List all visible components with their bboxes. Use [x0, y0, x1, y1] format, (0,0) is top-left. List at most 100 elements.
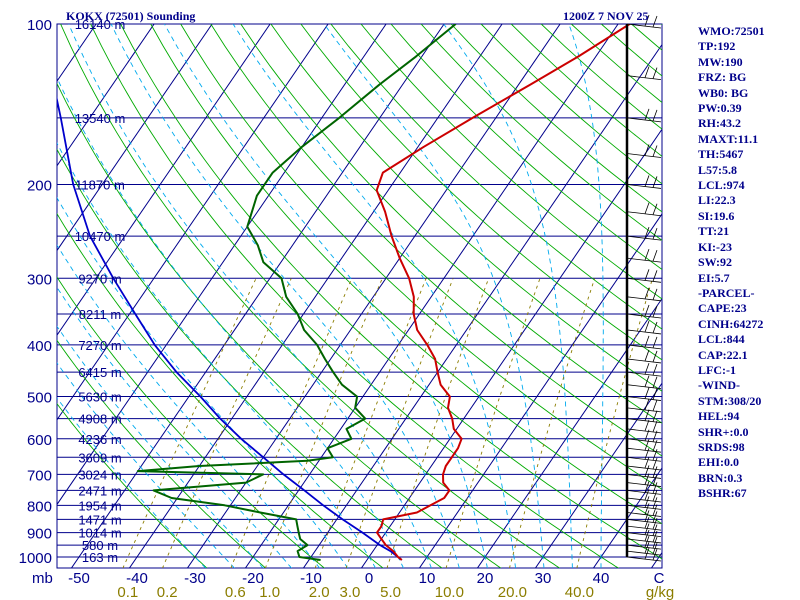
parcel-path-line	[57, 95, 403, 561]
dry-adiabat	[57, 339, 267, 568]
pressure-tick-label: 100	[27, 17, 52, 34]
sounding-index: WMO:72501	[698, 24, 765, 38]
dry-adiabat	[330, 24, 662, 330]
wind-barb	[626, 547, 662, 562]
sounding-index: EHI:0.0	[698, 455, 740, 470]
sounding-index: SW:92	[698, 255, 733, 270]
isotherm	[0, 24, 38, 568]
height-label: 7270 m	[78, 338, 121, 353]
dry-adiabat	[57, 403, 208, 568]
wind-barb	[626, 304, 662, 319]
height-label: 163 m	[82, 550, 118, 565]
temperature-tick-label: -10	[300, 570, 322, 587]
dry-adiabat	[180, 24, 662, 490]
wind-barb	[626, 439, 662, 453]
dry-adiabat	[57, 82, 502, 568]
pressure-tick-label: 1000	[19, 550, 52, 567]
sounding-index: KI:-23	[698, 239, 732, 254]
temperature-tick-label: 20	[477, 570, 494, 587]
moist-adiabat	[57, 76, 404, 568]
isotherm	[476, 297, 662, 568]
sounding-index: LFC:-1	[698, 362, 736, 377]
temperature-tick-label: -40	[126, 570, 148, 587]
wind-barb	[626, 398, 662, 413]
wind-barb	[626, 335, 662, 350]
sounding-index: RH:43.2	[698, 116, 741, 131]
valid-time: 1200Z 7 NOV 25	[563, 9, 648, 23]
height-label: 5630 m	[78, 390, 121, 405]
mixing-ratio-line	[230, 278, 353, 568]
pressure-unit-label: mb	[32, 570, 53, 587]
height-label: 11870 m	[75, 177, 125, 192]
pressure-tick-label: 600	[27, 432, 52, 449]
moist-adiabat	[164, 24, 488, 568]
sounding-index: L57:5.8	[698, 162, 737, 177]
sounding-index: CINH:64272	[698, 316, 764, 331]
wind-barb	[626, 363, 662, 377]
height-label: 1471 m	[78, 512, 121, 527]
mixing-ratio-tick-label: 40.0	[565, 584, 594, 600]
mixing-ratio-tick-label: 0.6	[225, 584, 246, 600]
wind-barb	[626, 249, 662, 263]
wind-barb	[626, 409, 662, 424]
isotherm	[57, 24, 213, 252]
moist-adiabat	[232, 24, 517, 568]
sounding-index: FRZ: BG	[698, 70, 747, 85]
dewpoint-profile-line	[136, 24, 457, 561]
dry-adiabat	[90, 24, 620, 568]
mixing-ratio-line	[264, 278, 383, 568]
pressure-tick-label: 300	[27, 271, 52, 288]
mixing-ratio-tick-label: 20.0	[498, 584, 527, 600]
temperature-tick-label: 0	[365, 570, 373, 587]
height-label: 4236 m	[78, 432, 121, 447]
isotherm	[57, 24, 155, 167]
mixing-ratio-tick-label: 0.2	[157, 584, 178, 600]
height-label: 6415 m	[78, 365, 121, 380]
sounding-index: -PARCEL-	[698, 285, 755, 300]
height-label: 2471 m	[78, 483, 121, 498]
wind-barb	[626, 320, 662, 335]
mixing-ratio-tick-label: 3.0	[340, 584, 361, 600]
mixing-ratio-unit-label: g/kg	[646, 584, 674, 600]
height-label: 8211 m	[79, 307, 121, 322]
height-label: 4908 m	[78, 412, 121, 427]
temperature-tick-label: -30	[184, 570, 206, 587]
pressure-tick-label: 700	[27, 467, 52, 484]
sounding-index: LCL:974	[698, 178, 745, 193]
moist-adiabat	[443, 24, 573, 568]
dry-adiabat	[57, 276, 325, 568]
mixing-ratio-tick-label: 0.1	[117, 584, 138, 600]
wind-barb	[626, 226, 662, 241]
height-label: 9270 m	[78, 271, 121, 286]
mixing-ratio-tick-label: 5.0	[380, 584, 401, 600]
dry-adiabat	[57, 148, 443, 568]
pressure-tick-label: 800	[27, 498, 52, 515]
sounding-index: SHR+:0.0	[698, 424, 749, 439]
isotherm	[128, 24, 503, 568]
height-label: 16140 m	[75, 17, 126, 32]
sounding-index: MAXT:11.1	[698, 131, 759, 146]
mixing-ratio-line	[576, 278, 653, 568]
height-label: 10470 m	[75, 229, 126, 244]
pressure-tick-label: 500	[27, 390, 52, 407]
mixing-ratio-line	[122, 278, 257, 568]
mixing-ratio-tick-label: 10.0	[435, 584, 464, 600]
isotherm	[186, 24, 561, 568]
pressure-tick-label: 900	[27, 526, 52, 543]
moist-adiabat	[57, 244, 321, 568]
mixing-ratio-line	[386, 278, 490, 568]
temperature-tick-label: 10	[419, 570, 436, 587]
sounding-index: TT:21	[698, 224, 730, 239]
isotherm	[418, 213, 662, 568]
temperature-profile-line	[375, 24, 631, 561]
isotherm	[360, 128, 662, 568]
isotherm	[57, 24, 329, 421]
sounding-index: LCL:844	[698, 332, 745, 347]
sounding-index: BRN:0.3	[698, 470, 743, 485]
sounding-index: SI:19.6	[698, 208, 735, 223]
wind-barb	[626, 202, 662, 217]
temperature-tick-label: -20	[242, 570, 264, 587]
dry-adiabat	[57, 212, 384, 568]
sounding-index: WB0: BG	[698, 85, 749, 100]
